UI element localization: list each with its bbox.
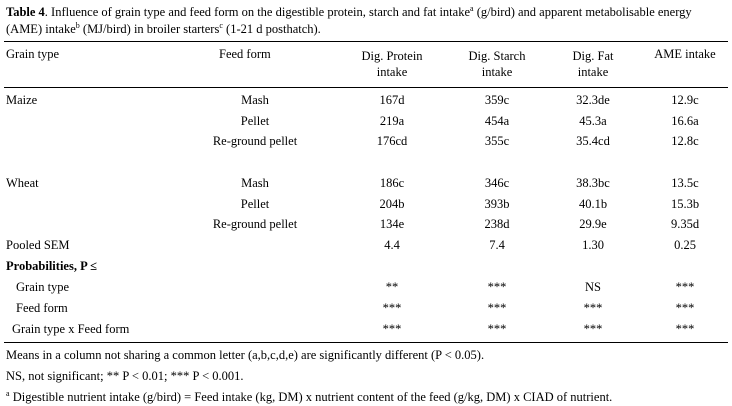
footnote-a-text: Digestible nutrient intake (g/bird) = Fe…: [9, 390, 613, 404]
table-cell-ame: 13.5c: [671, 176, 699, 190]
table-row-form: Mash: [241, 93, 269, 107]
table-cell-protein: 204b: [379, 197, 405, 211]
prob-cell-fat: ***: [583, 322, 603, 336]
table-row-form: Re-ground pellet: [212, 134, 298, 148]
header-starch-line2: intake: [481, 65, 513, 79]
table-cell-starch: 238d: [484, 217, 510, 231]
table-row-form: Mash: [241, 176, 269, 190]
table-cell-fat: 32.3de: [576, 93, 610, 107]
table-cell-fat: 40.1b: [578, 197, 608, 211]
footnote-a: a Digestible nutrient intake (g/bird) = …: [6, 389, 612, 405]
prob-cell-starch: ***: [487, 301, 507, 315]
table-cell-protein: 186c: [379, 176, 405, 190]
prob-cell-ame: ***: [675, 322, 695, 336]
table-cell-fat: 29.9e: [579, 217, 607, 231]
table-cell-protein: 134e: [379, 217, 405, 231]
header-fat-line1: Dig. Fat: [572, 49, 614, 63]
table-cell-protein: 176cd: [376, 134, 408, 148]
header-starch-line1: Dig. Starch: [468, 49, 526, 63]
prob-cell-ame: ***: [675, 280, 695, 294]
table-cell-ame: 9.35d: [670, 217, 700, 231]
caption-sup-a: a: [470, 3, 474, 13]
table-bottom-rule: [4, 342, 728, 343]
header-grain-type: Grain type: [6, 47, 60, 61]
group-label-maize: Maize: [6, 93, 38, 107]
caption-text-c: (MJ/bird) in broiler starters: [79, 22, 220, 36]
table-caption: Table 4. Influence of grain type and fee…: [6, 4, 728, 38]
table-cell-ame: 15.3b: [670, 197, 700, 211]
table-cell-starch: 346c: [484, 176, 510, 190]
footnote-a-sup: a: [6, 388, 10, 398]
table-top-rule: [4, 41, 728, 42]
prob-cell-starch: ***: [487, 280, 507, 294]
prob-row-label: Feed form: [16, 301, 68, 315]
footnote-ns: NS, not significant; ** P < 0.01; *** P …: [6, 369, 244, 383]
table-row-form: Pellet: [240, 197, 270, 211]
prob-cell-protein: **: [385, 280, 399, 294]
prob-cell-fat: ***: [583, 301, 603, 315]
table-cell-protein: 219a: [379, 114, 405, 128]
caption-text-a: . Influence of grain type and feed form …: [44, 5, 470, 19]
sem-protein: 4.4: [384, 238, 400, 252]
prob-cell-starch: ***: [487, 322, 507, 336]
prob-cell-protein: ***: [382, 301, 402, 315]
prob-row-label: Grain type: [16, 280, 70, 294]
table-row-form: Re-ground pellet: [212, 217, 298, 231]
table-cell-starch: 454a: [484, 114, 510, 128]
sem-ame: 0.25: [674, 238, 696, 252]
group-label-wheat: Wheat: [6, 176, 39, 190]
prob-cell-protein: ***: [382, 322, 402, 336]
table-cell-ame: 12.9c: [671, 93, 699, 107]
header-feed-form: Feed form: [219, 47, 271, 61]
header-ame: AME intake: [654, 47, 716, 61]
sem-starch: 7.4: [489, 238, 505, 252]
probabilities-label: Probabilities, P ≤: [6, 259, 98, 273]
table-label: Table 4: [6, 5, 45, 19]
sem-label: Pooled SEM: [6, 238, 70, 252]
table-cell-fat: 38.3bc: [576, 176, 610, 190]
header-fat-line2: intake: [577, 65, 609, 79]
table-cell-fat: 35.4cd: [576, 134, 610, 148]
caption-sup-b: b: [75, 20, 80, 30]
table-cell-ame: 16.6a: [671, 114, 699, 128]
header-protein-line2: intake: [376, 65, 408, 79]
table-cell-starch: 359c: [484, 93, 510, 107]
caption-text-b: (g/bird) and apparent metabolisable ener…: [6, 5, 692, 36]
table-row-form: Pellet: [240, 114, 270, 128]
header-bottom-rule: [4, 87, 728, 88]
table-cell-protein: 167d: [379, 93, 405, 107]
sem-fat: 1.30: [582, 238, 604, 252]
table-cell-starch: 355c: [484, 134, 510, 148]
table-cell-starch: 393b: [484, 197, 510, 211]
caption-text-d: (1-21 d posthatch).: [222, 22, 321, 36]
header-protein-line1: Dig. Protein: [361, 49, 423, 63]
table-cell-ame: 12.8c: [671, 134, 699, 148]
caption-sup-c: c: [219, 20, 223, 30]
prob-cell-ame: ***: [675, 301, 695, 315]
prob-row-label: Grain type x Feed form: [12, 322, 130, 336]
prob-cell-fat: NS: [585, 280, 601, 294]
table-cell-fat: 45.3a: [579, 114, 607, 128]
footnote-means: Means in a column not sharing a common l…: [6, 348, 485, 362]
